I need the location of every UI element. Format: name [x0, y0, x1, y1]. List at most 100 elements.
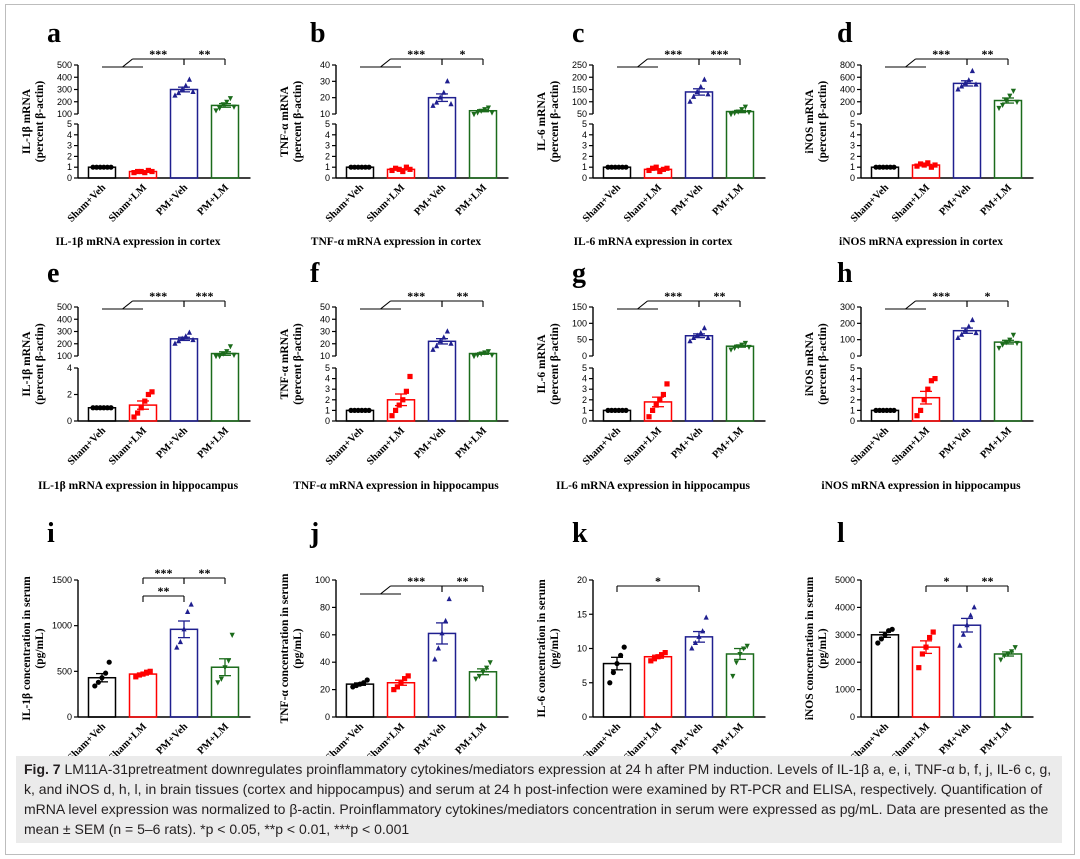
- y-tick-label: 500: [57, 666, 72, 676]
- panel-letter: b: [310, 18, 326, 49]
- y-tick-label: 4: [582, 374, 587, 384]
- data-point: [441, 89, 447, 95]
- x-tick-label: PM+LM: [711, 182, 747, 218]
- y-axis-label: IL-6 concentration in serum (pg/mL): [536, 579, 561, 718]
- x-tick-label: PM+LM: [196, 721, 232, 757]
- y-tick-label: 3000: [835, 630, 855, 640]
- significance-label: ***: [407, 47, 425, 61]
- y-axis-label-line: IL-6 concentration in serum: [536, 579, 548, 718]
- data-point: [355, 164, 361, 170]
- data-point: [996, 345, 1002, 352]
- x-tick-label: PM+Veh: [937, 182, 973, 218]
- y-tick-label: 800: [840, 60, 855, 70]
- data-point: [231, 104, 237, 110]
- data-point: [651, 656, 657, 662]
- y-tick-label: 1: [850, 162, 855, 172]
- data-point: [918, 407, 924, 413]
- data-point: [962, 80, 968, 86]
- data-point: [1007, 93, 1013, 99]
- significance-bracket: [637, 300, 648, 310]
- y-tick-label: 1000: [835, 685, 855, 695]
- data-point: [873, 407, 879, 413]
- data-point: [692, 639, 698, 646]
- data-point: [968, 612, 974, 618]
- significance-label: ***: [149, 289, 167, 303]
- data-point: [190, 336, 196, 343]
- y-tick-label: 400: [57, 72, 72, 82]
- caption-text: LM11A-31pretreatment downregulates proin…: [24, 761, 1052, 837]
- data-point: [614, 660, 620, 667]
- panel-letter: d: [837, 18, 853, 49]
- data-point: [487, 660, 493, 666]
- significance-bracket: [637, 58, 648, 68]
- data-point: [104, 164, 110, 170]
- data-point: [485, 349, 491, 355]
- y-tick-label: 5: [325, 363, 330, 373]
- caption-label: Fig. 7: [24, 761, 61, 777]
- bar-sham-lm: [911, 646, 941, 718]
- data-point: [955, 86, 961, 92]
- data-point: [1000, 102, 1006, 109]
- data-point: [92, 683, 98, 689]
- y-tick-label: 30: [320, 76, 330, 86]
- y-axis-label-line: IL-1β mRNA: [21, 88, 33, 154]
- bar-pm-veh: [427, 340, 457, 422]
- data-point: [176, 89, 182, 96]
- y-tick-label: 200: [57, 97, 72, 107]
- data-point: [914, 413, 920, 419]
- data-point: [394, 684, 400, 690]
- data-point: [188, 601, 194, 607]
- data-point: [955, 334, 961, 341]
- data-point: [135, 168, 141, 175]
- data-point: [973, 329, 979, 336]
- x-tick-label: PM+LM: [196, 182, 232, 218]
- bar-sham-veh: [870, 634, 900, 718]
- data-point: [133, 674, 139, 680]
- y-tick-label: 80: [320, 602, 330, 612]
- x-tick-label: Sham+LM: [365, 182, 407, 224]
- y-tick-label: 4: [67, 130, 72, 140]
- y-axis-label-line: (percent β-actin): [817, 81, 829, 163]
- y-axis-label: IL-6 mRNA (percent β-actin): [536, 81, 561, 163]
- x-tick-label: PM+Veh: [669, 182, 705, 218]
- y-axis-label-line: (percent β-actin): [34, 81, 46, 163]
- data-point: [366, 407, 372, 413]
- data-point: [222, 665, 228, 671]
- data-point: [444, 78, 450, 84]
- data-point: [728, 112, 734, 118]
- data-point: [94, 405, 100, 411]
- data-point: [877, 407, 883, 413]
- data-point: [928, 164, 934, 170]
- bar-pm-veh: [427, 96, 457, 179]
- data-point: [478, 108, 484, 114]
- data-point: [691, 93, 697, 99]
- data-point: [932, 162, 938, 168]
- data-point: [190, 88, 196, 94]
- bar-pm-lm: [993, 341, 1023, 422]
- x-tick-label: Sham+Veh: [324, 182, 366, 224]
- y-tick-label: 0: [850, 416, 855, 426]
- x-tick-label: PM+Veh: [154, 721, 190, 757]
- data-point: [1005, 651, 1011, 658]
- data-point: [489, 352, 495, 358]
- y-tick-label: 200: [840, 318, 855, 328]
- panel-title: IL-1β mRNA expression in cortex: [56, 236, 221, 248]
- data-point: [183, 333, 189, 339]
- data-point: [215, 680, 221, 686]
- data-point: [687, 98, 693, 104]
- data-point: [224, 99, 230, 105]
- bar-pm-lm: [725, 110, 755, 179]
- y-tick-label: 5000: [835, 575, 855, 585]
- data-point: [138, 168, 144, 175]
- data-point: [181, 626, 187, 632]
- y-axis-label-line: (pg/mL): [34, 628, 46, 668]
- y-tick-label: 1: [582, 162, 587, 172]
- y-tick-label: 15: [577, 609, 587, 619]
- y-tick-label: 100: [572, 97, 587, 107]
- data-point: [914, 163, 920, 169]
- x-tick-label: PM+LM: [454, 425, 490, 461]
- panel-i: i 0 500 1000 1500 IL-1β concentration in seru…: [21, 518, 251, 764]
- data-point: [145, 167, 151, 174]
